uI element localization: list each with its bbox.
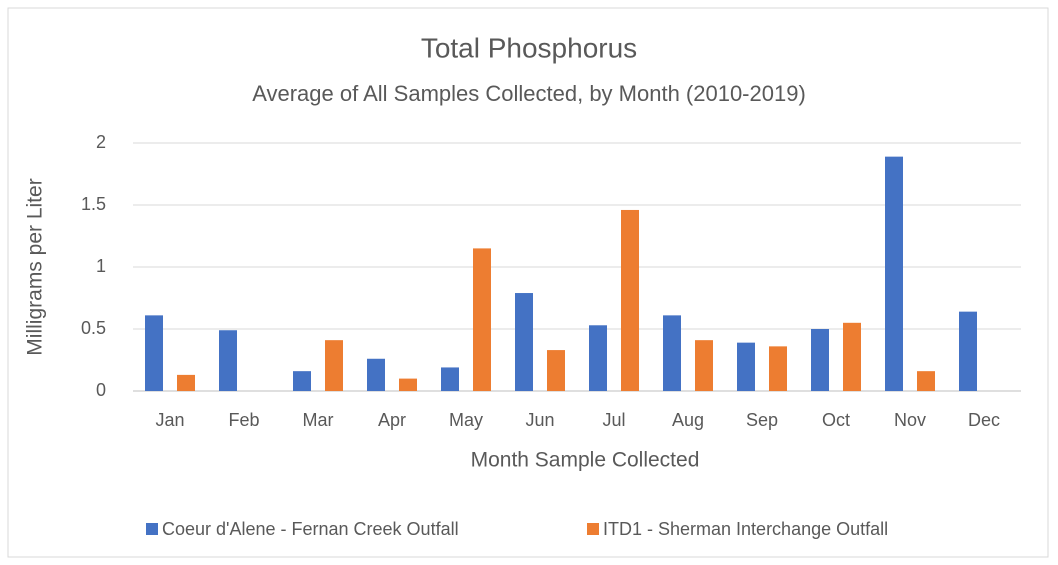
- bar: [219, 330, 237, 391]
- bar: [547, 350, 565, 391]
- bar: [737, 342, 755, 391]
- y-tick-label: 0: [96, 380, 106, 400]
- legend-swatch: [146, 523, 158, 535]
- chart-title: Total Phosphorus: [421, 32, 637, 63]
- x-tick-label: Aug: [672, 410, 704, 430]
- x-tick-label: Feb: [228, 410, 259, 430]
- bar: [515, 293, 533, 391]
- y-tick-label: 1: [96, 256, 106, 276]
- bar: [959, 311, 977, 391]
- bar: [621, 209, 639, 391]
- bar: [473, 248, 491, 391]
- legend-swatch: [587, 523, 599, 535]
- bar: [325, 340, 343, 391]
- legend-label: ITD1 - Sherman Interchange Outfall: [603, 519, 888, 539]
- bar: [177, 374, 195, 391]
- bar: [695, 340, 713, 391]
- bar: [589, 325, 607, 391]
- y-axis-label: Milligrams per Liter: [24, 178, 47, 355]
- bar: [293, 371, 311, 391]
- x-tick-label: Oct: [822, 410, 850, 430]
- y-tick-label: 0.5: [81, 318, 106, 338]
- x-tick-label: Dec: [968, 410, 1000, 430]
- x-tick-label: May: [449, 410, 483, 430]
- bar: [769, 346, 787, 391]
- legend-label: Coeur d'Alene - Fernan Creek Outfall: [162, 519, 459, 539]
- y-tick-label: 2: [96, 132, 106, 152]
- bar: [917, 371, 935, 391]
- bar: [811, 329, 829, 391]
- bar: [663, 315, 681, 391]
- bar: [399, 378, 417, 391]
- bar: [145, 315, 163, 391]
- x-tick-label: Apr: [378, 410, 406, 430]
- x-tick-label: Sep: [746, 410, 778, 430]
- chart-subtitle: Average of All Samples Collected, by Mon…: [252, 81, 806, 106]
- bar: [367, 358, 385, 391]
- y-tick-label: 1.5: [81, 194, 106, 214]
- chart-frame: [7, 7, 1049, 558]
- x-tick-label: Jan: [155, 410, 184, 430]
- bar: [441, 367, 459, 391]
- x-tick-label: Nov: [894, 410, 926, 430]
- x-tick-label: Jun: [525, 410, 554, 430]
- x-axis-label: Month Sample Collected: [471, 449, 700, 472]
- x-tick-label: Jul: [602, 410, 625, 430]
- x-tick-label: Mar: [303, 410, 334, 430]
- bar: [843, 322, 861, 391]
- bar: [885, 156, 903, 391]
